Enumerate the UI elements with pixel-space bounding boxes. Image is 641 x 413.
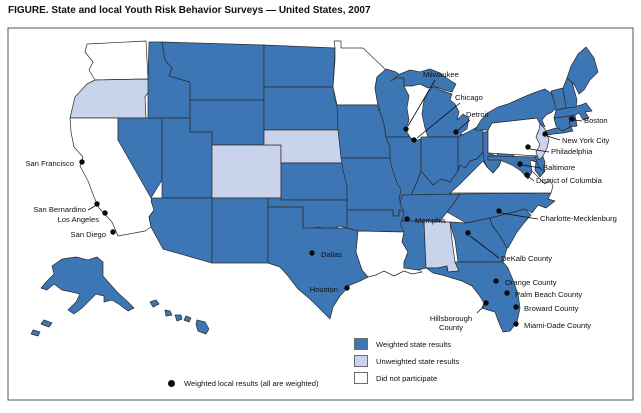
city-dot-san-diego	[110, 229, 116, 235]
city-label-baltimore: Baltimore	[543, 163, 575, 172]
state-south-dakota	[263, 86, 341, 131]
city-dot-detroit	[453, 129, 459, 135]
city-label-san-francisco: San Francisco	[25, 159, 74, 168]
state-vermont	[550, 87, 567, 111]
state-north-carolina	[446, 192, 556, 224]
figure-title: FIGURE. State and local Youth Risk Behav…	[8, 5, 371, 16]
legend-item-label: Did not participate	[376, 373, 438, 383]
city-label-miami-dade-county: Miami-Dade County	[524, 321, 591, 330]
city-dot-memphis	[404, 216, 410, 222]
city-dot-hillsborough-county	[483, 300, 489, 306]
state-pennsylvania	[487, 117, 543, 157]
city-label-milwaukee: Milwaukee	[423, 70, 459, 79]
city-label-san-bernardino: San Bernardino	[33, 205, 86, 214]
leader-line	[521, 164, 542, 169]
city-label-new-york-city: New York City	[562, 136, 609, 145]
leader-line	[457, 119, 471, 131]
city-dot-chicago	[411, 137, 417, 143]
city-label-palm-beach-county: Palm Beach County	[515, 290, 582, 299]
city-dot-dekalb-county	[465, 230, 471, 236]
leader-line	[546, 135, 561, 141]
city-dot-los-angeles	[102, 210, 108, 216]
leader-line	[500, 212, 539, 220]
city-label-los-angeles: Los Angeles	[58, 215, 100, 224]
state-hawaii-island	[174, 314, 183, 322]
city-label-dekalb-county: DeKalb County	[501, 254, 552, 263]
city-label-detroit: Detroit	[466, 110, 489, 119]
state-alaska-aleutian-island	[30, 329, 41, 337]
state-hawaii-island	[183, 315, 192, 323]
city-dot-new-york-city	[542, 131, 548, 137]
leader-line	[407, 79, 436, 127]
legend-item-label: Weighted state results	[376, 339, 451, 349]
leader-line	[416, 102, 461, 139]
weighted-swatch-icon	[354, 338, 368, 350]
unweighted-swatch-icon	[354, 355, 368, 367]
map-legend: Weighted state results Unweighted state …	[354, 338, 459, 384]
city-dot-district-of-columbia	[524, 172, 530, 178]
city-label-chicago: Chicago	[455, 93, 483, 102]
legend-item-unweighted: Unweighted state results	[354, 355, 459, 367]
leader-line	[528, 176, 535, 182]
state-south-carolina	[489, 208, 532, 249]
state-hawaii-island	[149, 299, 160, 308]
state-north-dakota	[263, 44, 336, 88]
city-label-hillsborough-county: Hillsborough County	[430, 314, 472, 332]
leader-line	[87, 205, 96, 211]
state-michigan-upper-peninsula	[390, 68, 457, 93]
city-label-houston: Houston	[310, 285, 338, 294]
city-label-philadelphia: Philadelphia	[551, 147, 593, 156]
city-dot-baltimore	[517, 161, 523, 167]
city-label-memphis: Memphis	[415, 216, 446, 225]
city-dot-san-francisco	[79, 159, 85, 165]
city-label-orange-county: Orange County	[505, 278, 557, 287]
city-dot-philadelphia	[525, 144, 531, 150]
state-massachusetts	[553, 102, 593, 121]
city-dot-milwaukee	[403, 126, 409, 132]
city-dot-charlotte-mecklenburg	[496, 208, 502, 214]
city-dot-orange-county	[493, 278, 499, 284]
city-label-broward-county: Broward County	[524, 304, 579, 313]
legend-item-none: Did not participate	[354, 372, 459, 384]
city-label-district-of-columbia: District of Columbia	[536, 176, 603, 185]
city-label-san-diego: San Diego	[71, 230, 106, 239]
state-new-mexico	[211, 197, 269, 264]
city-dot-houston	[344, 285, 350, 291]
legend-item-weighted: Weighted state results	[354, 338, 459, 350]
city-dot-san-bernardino	[94, 201, 100, 207]
city-label-dallas: Dallas	[321, 250, 342, 259]
legend-item-label: Unweighted state results	[376, 356, 460, 366]
state-alaska	[40, 256, 135, 315]
city-dot-miami-dade-county	[513, 321, 519, 327]
leader-line	[529, 148, 550, 153]
states-layer	[30, 40, 599, 337]
local-results-legend: Weighted local results (all are weighted…	[168, 379, 319, 388]
state-maine	[566, 46, 599, 95]
leader-line	[573, 119, 583, 122]
leader-line	[476, 305, 485, 314]
city-dot-dallas	[309, 250, 315, 256]
state-hawaii-island	[164, 309, 173, 317]
state-colorado	[211, 144, 282, 199]
leader-line	[469, 235, 500, 259]
city-dot-boston	[569, 116, 575, 122]
local-legend-label: Weighted local results (all are weighted…	[184, 379, 319, 388]
state-washington	[84, 40, 149, 81]
state-alaska-aleutian-island	[40, 319, 53, 328]
state-kansas	[280, 162, 348, 201]
city-dot-palm-beach-county	[504, 290, 510, 296]
city-dot-broward-county	[513, 304, 519, 310]
city-markers-layer: Milwaukee Chicago Detroit Boston New York Ci…	[25, 70, 616, 332]
city-label-charlotte-mecklenburg: Charlotte-Mecklenburg	[540, 214, 617, 223]
city-label-boston: Boston	[584, 116, 608, 125]
local-dot-icon	[168, 380, 175, 387]
state-hawaii-island	[195, 319, 210, 335]
did-not-participate-swatch-icon	[354, 372, 368, 384]
state-mississippi	[400, 220, 427, 271]
